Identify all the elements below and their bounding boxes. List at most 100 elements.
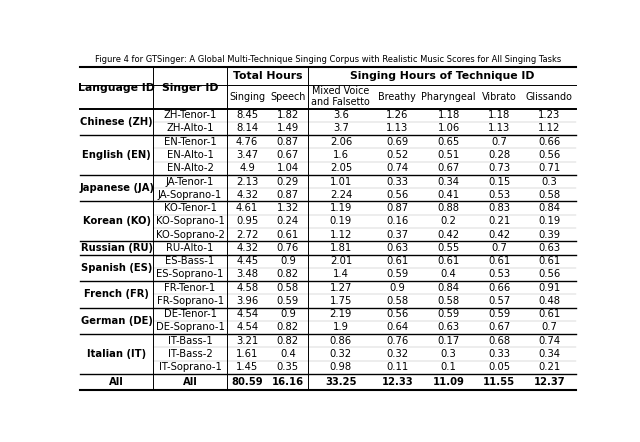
Text: 0.67: 0.67 xyxy=(276,150,299,160)
Text: 0.24: 0.24 xyxy=(276,216,299,226)
Text: 0.74: 0.74 xyxy=(538,336,560,346)
Text: 0.59: 0.59 xyxy=(276,296,299,306)
Text: 0.98: 0.98 xyxy=(330,362,352,372)
Text: 0.33: 0.33 xyxy=(488,349,510,359)
Text: 3.21: 3.21 xyxy=(236,336,259,346)
Text: ZH-Tenor-1: ZH-Tenor-1 xyxy=(163,110,217,120)
Text: Italian (IT): Italian (IT) xyxy=(87,349,147,359)
Text: 0.66: 0.66 xyxy=(488,283,511,293)
Text: 0.82: 0.82 xyxy=(276,336,299,346)
Text: 0.42: 0.42 xyxy=(438,229,460,240)
Text: 0.65: 0.65 xyxy=(437,137,460,147)
Text: 0.61: 0.61 xyxy=(276,229,299,240)
Text: 0.69: 0.69 xyxy=(386,137,408,147)
Text: 0.16: 0.16 xyxy=(386,216,408,226)
Text: 0.84: 0.84 xyxy=(438,283,460,293)
Text: 0.82: 0.82 xyxy=(276,270,299,279)
Text: KO-Tenor-1: KO-Tenor-1 xyxy=(164,203,216,213)
Text: IT-Bass-1: IT-Bass-1 xyxy=(168,336,212,346)
Text: Pharyngeal: Pharyngeal xyxy=(421,91,476,102)
Text: 0.87: 0.87 xyxy=(276,137,299,147)
Text: 1.13: 1.13 xyxy=(386,123,408,133)
Text: 0.33: 0.33 xyxy=(386,176,408,187)
Text: ZH-Alto-1: ZH-Alto-1 xyxy=(166,123,214,133)
Text: 1.01: 1.01 xyxy=(330,176,352,187)
Text: Japanese (JA): Japanese (JA) xyxy=(79,183,154,193)
Text: 2.01: 2.01 xyxy=(330,256,352,266)
Text: 0.4: 0.4 xyxy=(280,349,296,359)
Text: French (FR): French (FR) xyxy=(84,290,149,299)
Text: 4.61: 4.61 xyxy=(236,203,259,213)
Text: 0.9: 0.9 xyxy=(389,283,405,293)
Text: 1.75: 1.75 xyxy=(330,296,352,306)
Text: 1.06: 1.06 xyxy=(437,123,460,133)
Text: 0.76: 0.76 xyxy=(386,336,408,346)
Text: 1.19: 1.19 xyxy=(330,203,352,213)
Text: Vibrato: Vibrato xyxy=(482,91,517,102)
Text: 2.13: 2.13 xyxy=(236,176,259,187)
Text: 0.42: 0.42 xyxy=(488,229,511,240)
Text: 0.56: 0.56 xyxy=(386,190,408,200)
Text: Mixed Voice
and Falsetto: Mixed Voice and Falsetto xyxy=(312,86,371,107)
Text: 0.52: 0.52 xyxy=(386,150,408,160)
Text: 2.72: 2.72 xyxy=(236,229,259,240)
Text: KO-Soprano-1: KO-Soprano-1 xyxy=(156,216,225,226)
Text: 4.32: 4.32 xyxy=(236,190,258,200)
Text: IT-Bass-2: IT-Bass-2 xyxy=(168,349,212,359)
Text: 0.91: 0.91 xyxy=(538,283,561,293)
Text: Russian (RU): Russian (RU) xyxy=(81,243,153,253)
Text: 0.2: 0.2 xyxy=(440,216,456,226)
Text: 0.4: 0.4 xyxy=(441,270,456,279)
Text: 0.66: 0.66 xyxy=(538,137,561,147)
Text: JA-Tenor-1: JA-Tenor-1 xyxy=(166,176,214,187)
Text: 0.87: 0.87 xyxy=(386,203,408,213)
Text: ES-Soprano-1: ES-Soprano-1 xyxy=(156,270,224,279)
Text: 8.14: 8.14 xyxy=(236,123,258,133)
Text: 1.81: 1.81 xyxy=(330,243,352,253)
Text: 0.76: 0.76 xyxy=(276,243,299,253)
Text: 0.34: 0.34 xyxy=(538,349,560,359)
Text: Figure 4 for GTSinger: A Global Multi-Technique Singing Corpus with Realistic Mu: Figure 4 for GTSinger: A Global Multi-Te… xyxy=(95,55,561,64)
Text: 0.15: 0.15 xyxy=(488,176,511,187)
Text: Speech: Speech xyxy=(270,91,305,102)
Text: 0.05: 0.05 xyxy=(488,362,511,372)
Text: 0.56: 0.56 xyxy=(538,150,561,160)
Text: 0.17: 0.17 xyxy=(437,336,460,346)
Text: 4.32: 4.32 xyxy=(236,243,258,253)
Text: 0.7: 0.7 xyxy=(492,243,508,253)
Text: 3.96: 3.96 xyxy=(236,296,259,306)
Text: 1.45: 1.45 xyxy=(236,362,259,372)
Text: 4.76: 4.76 xyxy=(236,137,259,147)
Text: 0.86: 0.86 xyxy=(330,336,352,346)
Text: 0.11: 0.11 xyxy=(386,362,408,372)
Text: 2.19: 2.19 xyxy=(330,309,352,319)
Text: 1.26: 1.26 xyxy=(386,110,408,120)
Text: 4.45: 4.45 xyxy=(236,256,258,266)
Text: 3.48: 3.48 xyxy=(236,270,258,279)
Text: 1.12: 1.12 xyxy=(330,229,352,240)
Text: Singing: Singing xyxy=(229,91,265,102)
Text: 0.35: 0.35 xyxy=(276,362,299,372)
Text: 0.59: 0.59 xyxy=(386,270,408,279)
Text: Spanish (ES): Spanish (ES) xyxy=(81,263,152,273)
Text: 0.48: 0.48 xyxy=(538,296,560,306)
Text: 0.58: 0.58 xyxy=(538,190,560,200)
Text: 12.37: 12.37 xyxy=(533,377,565,387)
Text: 0.53: 0.53 xyxy=(488,270,511,279)
Text: 2.05: 2.05 xyxy=(330,163,352,173)
Text: English (EN): English (EN) xyxy=(83,150,151,160)
Text: 0.88: 0.88 xyxy=(438,203,460,213)
Text: 4.9: 4.9 xyxy=(239,163,255,173)
Text: EN-Tenor-1: EN-Tenor-1 xyxy=(164,137,216,147)
Text: DE-Tenor-1: DE-Tenor-1 xyxy=(164,309,216,319)
Text: 0.95: 0.95 xyxy=(236,216,259,226)
Text: 0.51: 0.51 xyxy=(437,150,460,160)
Text: 1.13: 1.13 xyxy=(488,123,511,133)
Text: 0.61: 0.61 xyxy=(386,256,408,266)
Text: Glissando: Glissando xyxy=(525,91,573,102)
Text: 0.21: 0.21 xyxy=(488,216,511,226)
Text: 0.7: 0.7 xyxy=(492,137,508,147)
Text: 2.24: 2.24 xyxy=(330,190,352,200)
Text: 0.9: 0.9 xyxy=(280,309,296,319)
Text: 80.59: 80.59 xyxy=(231,377,263,387)
